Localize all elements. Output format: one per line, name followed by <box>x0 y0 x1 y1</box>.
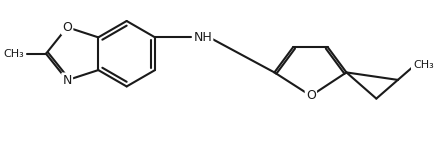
Text: N: N <box>62 74 72 87</box>
Text: CH₃: CH₃ <box>413 60 434 70</box>
Text: O: O <box>306 89 316 102</box>
Text: CH₃: CH₃ <box>4 49 24 59</box>
Text: O: O <box>62 21 72 34</box>
Text: NH: NH <box>193 31 212 44</box>
